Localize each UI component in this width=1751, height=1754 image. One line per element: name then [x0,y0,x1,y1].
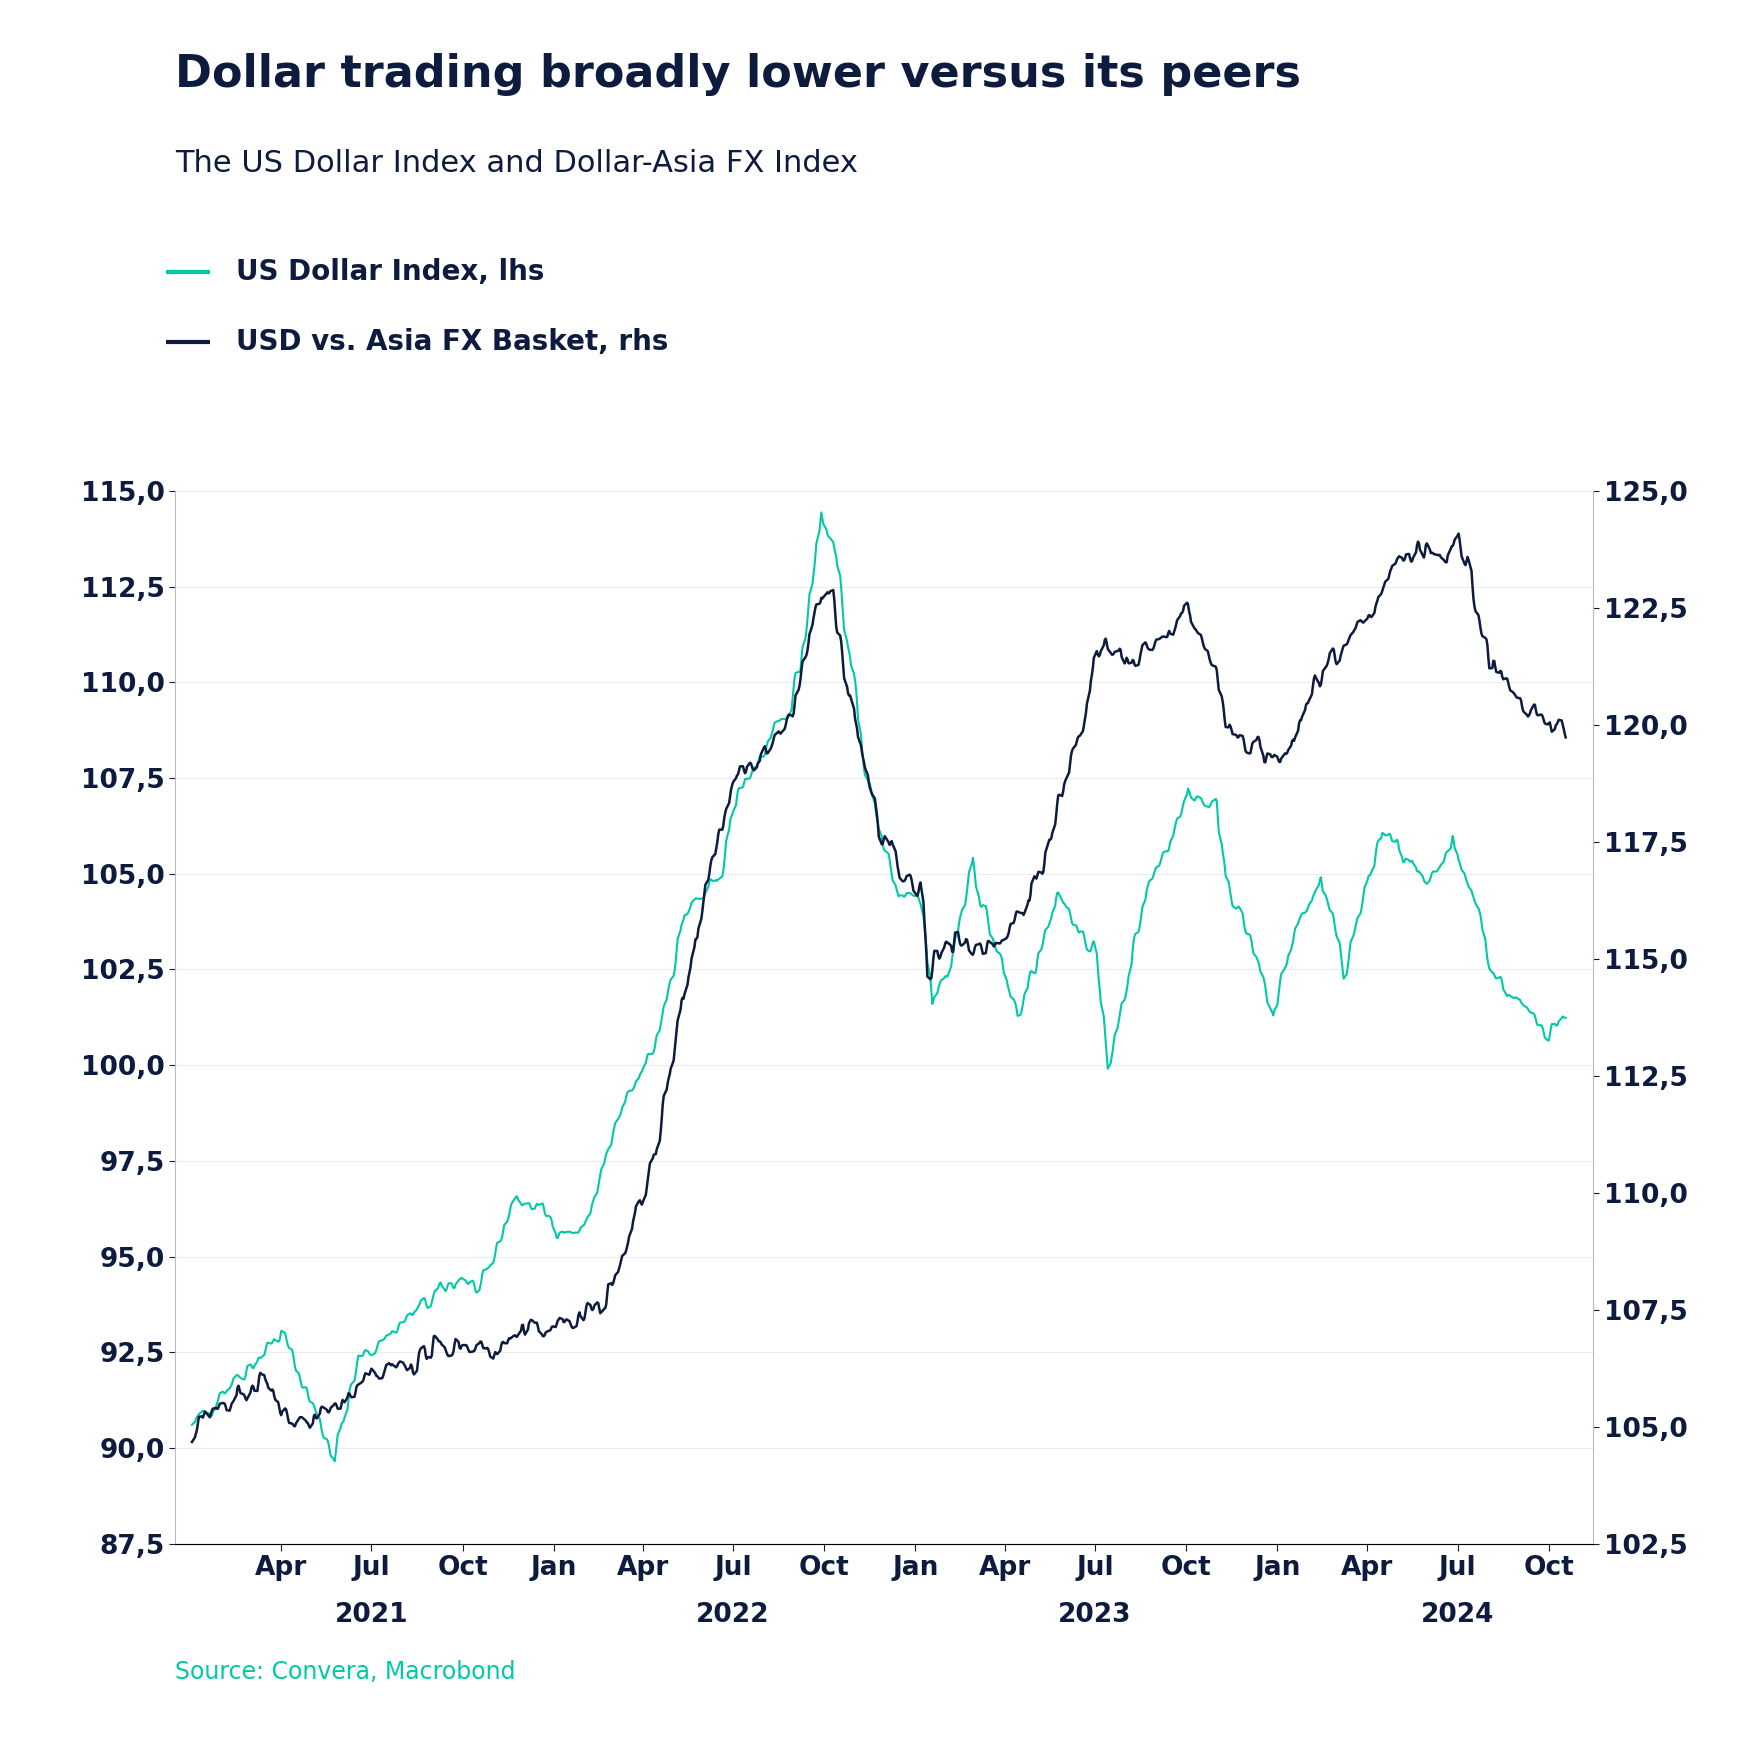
Text: Source: Convera, Macrobond: Source: Convera, Macrobond [175,1659,515,1684]
Text: 2022: 2022 [697,1601,770,1628]
Text: 2024: 2024 [1422,1601,1494,1628]
Text: US Dollar Index, lhs: US Dollar Index, lhs [236,258,545,286]
Text: Dollar trading broadly lower versus its peers: Dollar trading broadly lower versus its … [175,53,1301,96]
Text: The US Dollar Index and Dollar-Asia FX Index: The US Dollar Index and Dollar-Asia FX I… [175,149,858,179]
Text: 2021: 2021 [334,1601,408,1628]
Text: USD vs. Asia FX Basket, rhs: USD vs. Asia FX Basket, rhs [236,328,669,356]
Text: 2023: 2023 [1058,1601,1131,1628]
